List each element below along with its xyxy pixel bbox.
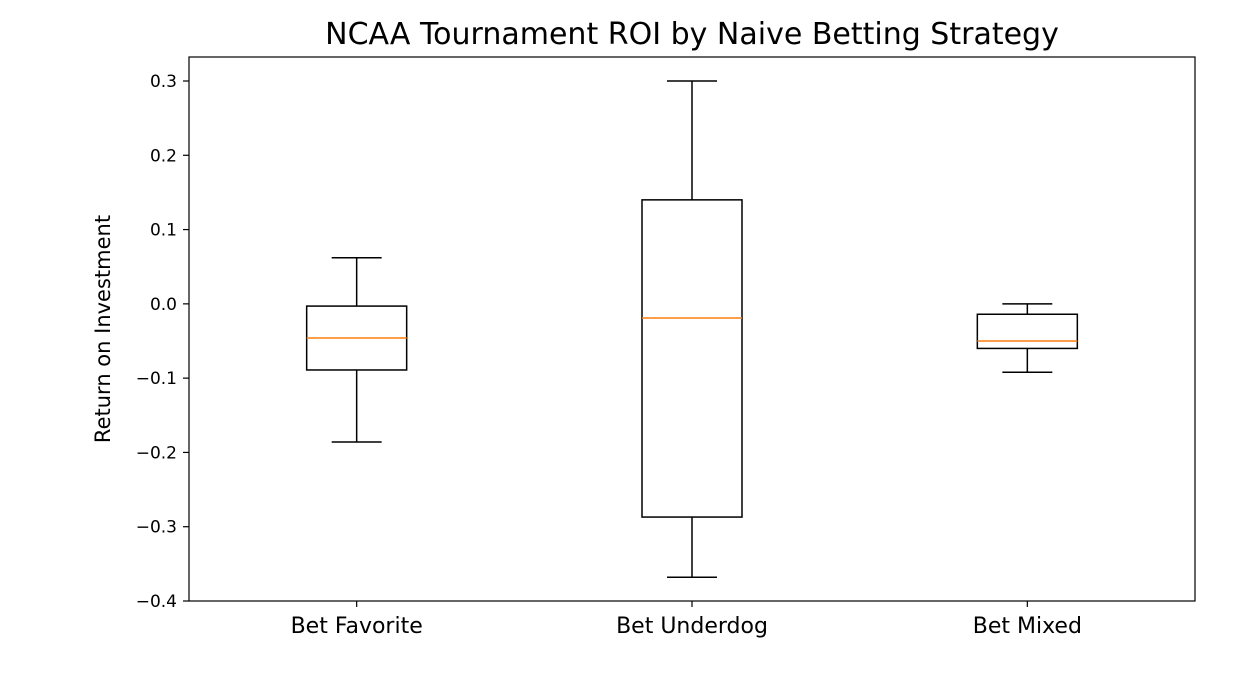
y-tick-label: −0.2 <box>136 443 177 463</box>
y-tick-label: 0.3 <box>150 72 177 92</box>
x-tick-label: Bet Favorite <box>291 614 423 639</box>
y-tick-label: 0.1 <box>150 221 177 241</box>
axes-frame <box>188 56 1196 602</box>
x-tick-label: Bet Underdog <box>616 614 768 639</box>
box-iqr <box>976 313 1079 350</box>
y-tick-label: −0.4 <box>136 592 177 612</box>
chart-title: NCAA Tournament ROI by Naive Betting Str… <box>325 17 1059 52</box>
y-tick-label: 0.2 <box>150 146 177 166</box>
y-tick-label: −0.1 <box>136 369 177 389</box>
plot-area: 0.3 0.2 0.1 0.0 −0.1 −0.2 −0.3 −0.4 Bet Favorite… <box>136 72 1082 639</box>
y-tick-label: 0.0 <box>150 295 177 315</box>
y-tick-label: −0.3 <box>136 518 177 538</box>
y-axis-label: Return on Investment <box>91 215 115 443</box>
x-tick-label: Bet Mixed <box>973 614 1082 639</box>
box-iqr <box>641 199 743 518</box>
